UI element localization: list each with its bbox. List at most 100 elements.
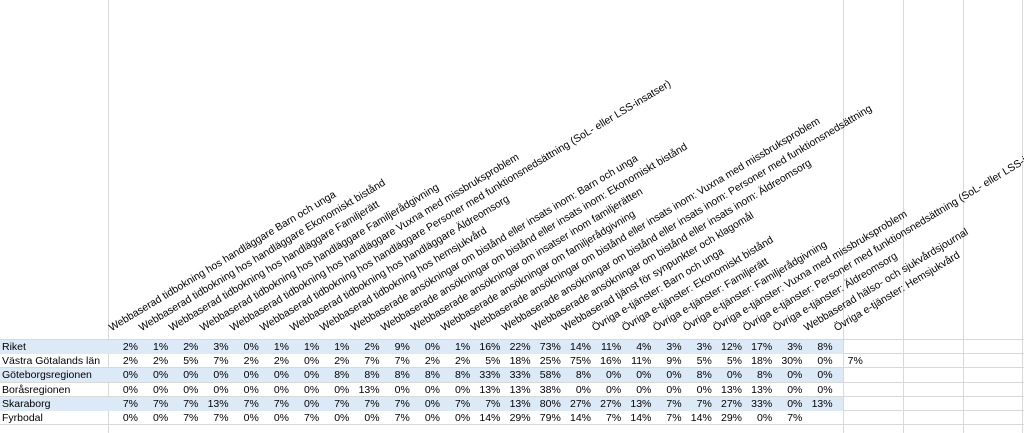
table-cell: 0% xyxy=(787,383,803,396)
table-cell: 79% xyxy=(539,412,561,424)
table-row: Västra Götalands län 2% 2% 5% 7% 2% 2% 0% 2% 7% 7%… xyxy=(0,354,863,368)
table-cell: 7% xyxy=(666,412,682,424)
table-cell: 0% xyxy=(636,383,652,396)
table-cell: 7% xyxy=(485,397,501,410)
table-cell: 0% xyxy=(424,341,440,353)
table-cell: 0% xyxy=(243,412,259,424)
table-cell: 7% xyxy=(787,412,803,424)
table-cell: 8% xyxy=(424,369,440,382)
table-cell: 0% xyxy=(696,383,712,396)
table-cell: 7% xyxy=(243,397,259,410)
table-cell: 29% xyxy=(720,412,742,424)
table-cell: 0% xyxy=(153,383,169,396)
table-cell: 8% xyxy=(455,369,471,382)
table-cell: 0% xyxy=(304,397,320,410)
table-cell: 2% xyxy=(122,355,138,368)
table-cell: 0% xyxy=(757,412,773,424)
table-cell: 2% xyxy=(243,355,259,368)
table-cell: 7% xyxy=(364,397,380,410)
table-cell: 14% xyxy=(479,412,501,424)
table-cell: 13% xyxy=(720,383,742,396)
table-cell: 0% xyxy=(455,383,471,396)
table-cell: 17% xyxy=(751,341,773,353)
table-cell: 0% xyxy=(817,383,833,396)
table-cell: 7% xyxy=(394,355,410,368)
table-cell: 8% xyxy=(364,369,380,382)
table-cell: 18% xyxy=(751,355,773,368)
table-cell: 2% xyxy=(334,355,350,368)
row-label: Boråsregionen xyxy=(2,383,71,396)
table-cell: 25% xyxy=(539,355,561,368)
table-cell: 0% xyxy=(666,369,682,382)
table-cell: 11% xyxy=(600,341,622,353)
table-cell: 8% xyxy=(817,341,833,353)
table-cell: 4% xyxy=(636,341,652,353)
table-cell: 7% xyxy=(847,355,863,368)
table-cell: 16% xyxy=(600,355,622,368)
table-cell: 3% xyxy=(787,341,803,353)
table-cell: 0% xyxy=(183,383,199,396)
row-label: Fyrbodal xyxy=(2,412,43,424)
grid-line-vertical xyxy=(843,0,844,433)
table-cell: 8% xyxy=(334,369,350,382)
table-cell: 7% xyxy=(183,412,199,424)
table-cell: 8% xyxy=(394,369,410,382)
table-cell: 7% xyxy=(364,355,380,368)
table-cell: 8% xyxy=(757,369,773,382)
table-cell: 7% xyxy=(696,397,712,410)
table-cell: 13% xyxy=(509,383,531,396)
table-cell: 1% xyxy=(153,341,169,353)
table-cell: 5% xyxy=(183,355,199,368)
table-cell: 0% xyxy=(424,412,440,424)
grid-line-horizontal xyxy=(0,367,1024,369)
table-cell: 0% xyxy=(606,383,622,396)
table-cell: 14% xyxy=(630,412,652,424)
table-cell: 2% xyxy=(424,355,440,368)
table-cell: 0% xyxy=(243,369,259,382)
table-cell: 38% xyxy=(539,383,561,396)
table-cell: 12% xyxy=(720,341,742,353)
table-cell: 2% xyxy=(364,341,380,353)
table-cell: 13% xyxy=(358,383,380,396)
table-cell: 0% xyxy=(122,369,138,382)
table-cell: 0% xyxy=(213,383,229,396)
table-cell: 75% xyxy=(569,355,591,368)
table-cell: 13% xyxy=(509,397,531,410)
table-cell: 27% xyxy=(569,397,591,410)
table-cell: 7% xyxy=(394,412,410,424)
grid-line-horizontal xyxy=(0,424,1024,426)
table-cell: 0% xyxy=(243,383,259,396)
table-cell: 22% xyxy=(509,341,531,353)
table-cell: 18% xyxy=(509,355,531,368)
table-cell: 80% xyxy=(539,397,561,410)
table-cell: 0% xyxy=(122,383,138,396)
grid-line-vertical xyxy=(963,0,964,433)
table-cell: 0% xyxy=(726,369,742,382)
table-cell: 16% xyxy=(479,341,501,353)
table-cell: 0% xyxy=(243,341,259,353)
table-cell: 0% xyxy=(606,369,622,382)
table-cell: 5% xyxy=(696,355,712,368)
table-cell: 0% xyxy=(364,412,380,424)
table-cell: 13% xyxy=(630,397,652,410)
table-cell: 5% xyxy=(726,355,742,368)
table-cell: 8% xyxy=(696,369,712,382)
grid-line-vertical xyxy=(903,0,904,433)
table-cell: 0% xyxy=(787,369,803,382)
table-cell: 7% xyxy=(183,397,199,410)
table-cell: 1% xyxy=(455,341,471,353)
table-cell: 30% xyxy=(781,355,803,368)
grid-line-vertical xyxy=(1022,0,1023,433)
table-row: Göteborgsregionen 0% 0% 0% 0% 0% 0% 0% 8% 8% 8% 8% 8… xyxy=(0,368,843,383)
table-cell: 0% xyxy=(122,412,138,424)
table-cell: 13% xyxy=(207,397,229,410)
table-cell: 13% xyxy=(751,383,773,396)
row-label: Skaraborg xyxy=(2,397,51,410)
table-cell: 0% xyxy=(787,397,803,410)
table-cell: 0% xyxy=(153,412,169,424)
grid-line-horizontal xyxy=(0,395,1024,397)
table-cell: 7% xyxy=(666,397,682,410)
table-cell: 13% xyxy=(811,397,833,410)
table-cell: 2% xyxy=(455,355,471,368)
